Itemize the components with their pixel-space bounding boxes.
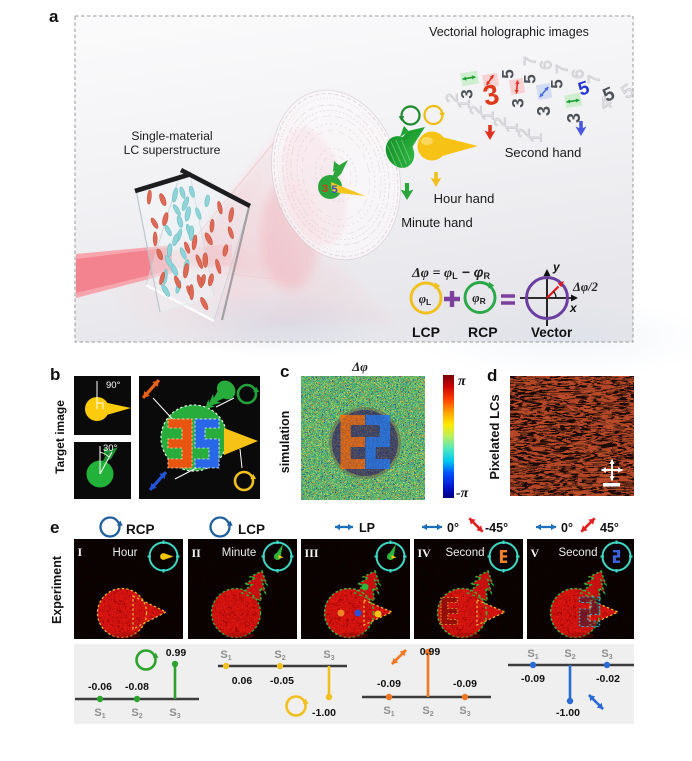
svg-text:S2: S2 [422, 705, 433, 718]
svg-text:LC superstructure: LC superstructure [124, 143, 221, 157]
svg-text:V: V [531, 546, 540, 560]
svg-text:7: 7 [585, 74, 604, 83]
svg-text:90°: 90° [106, 380, 121, 391]
svg-text:5: 5 [499, 69, 518, 78]
svg-text:3: 3 [509, 98, 528, 107]
svg-text:3: 3 [458, 89, 477, 98]
svg-text:3: 3 [480, 78, 502, 112]
svg-text:1: 1 [527, 133, 546, 142]
svg-text:Single-material: Single-material [131, 129, 212, 143]
svg-text:Vectorial holographic images: Vectorial holographic images [429, 25, 589, 39]
svg-text:IV: IV [418, 546, 432, 560]
svg-text:S3: S3 [601, 648, 612, 661]
svg-text:S1: S1 [94, 707, 105, 720]
svg-text:Hour: Hour [113, 547, 138, 559]
svg-text:-0.09: -0.09 [521, 673, 545, 685]
svg-text:3: 3 [534, 106, 554, 116]
svg-text:-1.00: -1.00 [312, 707, 336, 719]
svg-text:a: a [49, 7, 59, 26]
svg-text:Δφ = φL − φR: Δφ = φL − φR [411, 264, 490, 281]
svg-text:0.99: 0.99 [166, 647, 187, 659]
svg-text:7: 7 [521, 56, 540, 65]
svg-text:2: 2 [515, 128, 534, 137]
svg-text:-45°: -45° [485, 521, 508, 535]
svg-text:S2: S2 [131, 707, 142, 720]
svg-text:LCP: LCP [412, 324, 440, 340]
svg-text:-0.09: -0.09 [377, 678, 401, 690]
svg-text:7: 7 [553, 64, 572, 73]
svg-text:Second: Second [445, 547, 484, 559]
svg-text:1: 1 [479, 111, 498, 120]
svg-text:-1.00: -1.00 [556, 707, 580, 719]
svg-text:x: x [569, 301, 578, 315]
svg-text:simulation: simulation [278, 411, 292, 474]
svg-text:Pixelated LCs: Pixelated LCs [487, 394, 502, 479]
svg-text:LCP: LCP [238, 522, 265, 537]
svg-text:5: 5 [548, 79, 567, 88]
svg-text:5: 5 [521, 74, 540, 83]
svg-text:S2: S2 [564, 648, 575, 661]
svg-text:-0.09: -0.09 [453, 678, 477, 690]
svg-text:S2: S2 [274, 649, 285, 662]
svg-text:-π: -π [456, 486, 469, 501]
svg-text:-0.02: -0.02 [596, 673, 620, 685]
svg-text:S1: S1 [383, 705, 394, 718]
svg-text:1: 1 [503, 123, 522, 132]
svg-text:II: II [192, 546, 202, 560]
svg-text:6: 6 [569, 69, 588, 78]
svg-text:-0.05: -0.05 [270, 675, 294, 687]
svg-text:Minute hand: Minute hand [401, 215, 473, 230]
svg-text:Δφ: Δφ [351, 359, 368, 374]
svg-text:Second: Second [558, 547, 597, 559]
svg-text:0°: 0° [447, 521, 459, 535]
svg-text:π: π [458, 374, 466, 389]
svg-text:Vector: Vector [531, 325, 573, 340]
svg-text:Hour hand: Hour hand [434, 191, 495, 206]
svg-text:y: y [552, 260, 561, 274]
svg-text:0.99: 0.99 [420, 646, 441, 658]
svg-text:2: 2 [467, 105, 486, 114]
svg-text:LP: LP [359, 521, 375, 535]
svg-text:S1: S1 [527, 648, 538, 661]
svg-text:6: 6 [537, 60, 556, 69]
svg-text:d: d [487, 366, 497, 385]
svg-text:RCP: RCP [468, 324, 498, 340]
svg-text:-0.06: -0.06 [88, 681, 112, 693]
svg-text:S3: S3 [169, 707, 180, 720]
svg-text:3: 3 [322, 183, 328, 195]
svg-text:b: b [50, 365, 60, 384]
svg-text:Experiment: Experiment [50, 555, 64, 624]
svg-text:RCP: RCP [126, 522, 155, 537]
svg-text:0°: 0° [561, 521, 573, 535]
svg-text:5: 5 [331, 184, 337, 196]
svg-text:45°: 45° [600, 521, 619, 535]
svg-text:Target image: Target image [53, 400, 67, 474]
svg-text:Δφ/2: Δφ/2 [572, 280, 598, 294]
svg-text:2: 2 [491, 117, 510, 126]
svg-text:Minute: Minute [222, 547, 257, 559]
svg-text:c: c [280, 362, 289, 381]
svg-text:1: 1 [455, 99, 474, 108]
svg-text:S3: S3 [323, 649, 334, 662]
svg-text:Second hand: Second hand [505, 145, 582, 160]
svg-text:30°: 30° [103, 443, 118, 454]
svg-text:e: e [50, 518, 59, 537]
svg-text:0.06: 0.06 [232, 675, 253, 687]
svg-text:III: III [305, 546, 319, 560]
svg-text:3: 3 [564, 113, 584, 123]
svg-text:S3: S3 [459, 705, 470, 718]
svg-text:-0.08: -0.08 [125, 681, 149, 693]
svg-text:2: 2 [443, 93, 462, 102]
svg-text:S1: S1 [220, 649, 231, 662]
svg-text:I: I [78, 545, 83, 559]
